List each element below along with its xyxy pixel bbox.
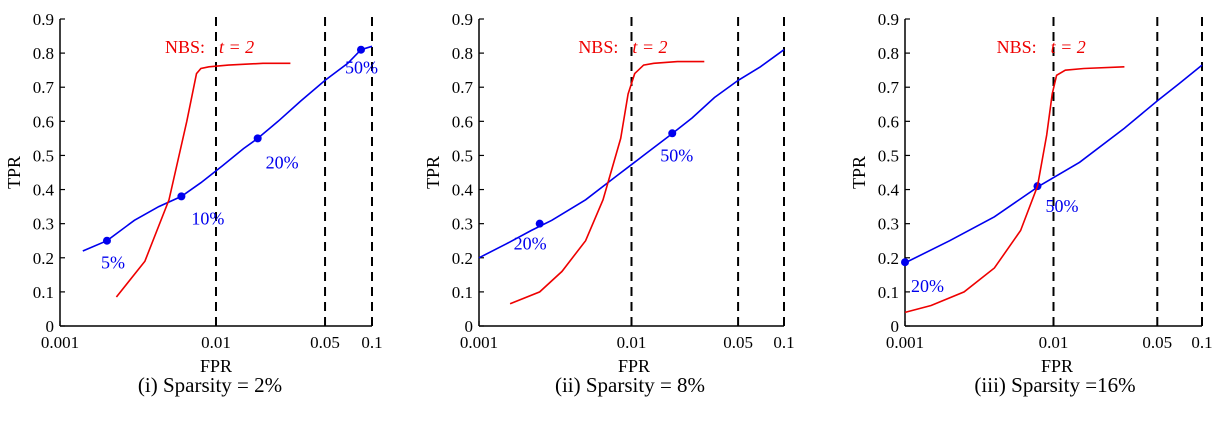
x-axis-label: FPR bbox=[1041, 356, 1073, 376]
x-tick-label: 0.05 bbox=[723, 333, 753, 352]
data-point-label: 5% bbox=[101, 253, 125, 273]
y-tick-label: 0.9 bbox=[878, 10, 899, 29]
red-nbs-curve bbox=[115, 62, 291, 298]
chart-panel-3: 0 0.1 0.2 0.3 0.4 0.5 0.6 0.7 0.8 0.9 0.001 0.01 0.0… bbox=[849, 10, 1213, 397]
y-axis-label: TPR bbox=[423, 156, 443, 189]
y-tick-label: 0.3 bbox=[452, 215, 473, 234]
y-axis-label: TPR bbox=[849, 156, 869, 189]
y-tick-label: 0.5 bbox=[452, 146, 473, 165]
x-tick-label: 0.1 bbox=[773, 333, 794, 352]
y-tick-label: 0.5 bbox=[878, 146, 899, 165]
x-tick-label: 0.01 bbox=[201, 333, 231, 352]
data-point-label: 20% bbox=[266, 152, 299, 172]
data-point-label: 10% bbox=[191, 208, 224, 228]
blue-curve bbox=[478, 49, 785, 259]
data-point-label: 50% bbox=[345, 58, 378, 78]
y-tick-label: 0.3 bbox=[33, 215, 54, 234]
data-point-marker bbox=[668, 129, 677, 138]
x-tick-label: 0.1 bbox=[1191, 333, 1212, 352]
nbs-annotation-threshold: t = 2 bbox=[219, 37, 254, 57]
data-point-marker bbox=[901, 258, 909, 267]
data-point-marker bbox=[177, 192, 186, 201]
nbs-annotation-threshold: t = 2 bbox=[632, 37, 667, 57]
x-tick-label: 0.01 bbox=[617, 333, 647, 352]
blue-curve bbox=[82, 45, 373, 252]
data-point-label: 20% bbox=[514, 234, 547, 254]
chart-panel-2: 0 0.1 0.2 0.3 0.4 0.5 0.6 0.7 0.8 0.9 0.001 0.01 0.0… bbox=[423, 10, 795, 397]
y-tick-label: 0.1 bbox=[452, 283, 473, 302]
nbs-annotation-prefix: NBS: bbox=[578, 37, 618, 57]
x-tick-label: 0.05 bbox=[1142, 333, 1172, 352]
y-tick-label: 0 bbox=[465, 317, 474, 336]
x-tick-label: 0.001 bbox=[886, 333, 924, 352]
y-tick-label: 0.9 bbox=[33, 10, 54, 29]
y-tick-label: 0.1 bbox=[33, 283, 54, 302]
y-tick-label: 0.7 bbox=[33, 78, 55, 97]
x-tick-label: 0.1 bbox=[361, 333, 382, 352]
nbs-annotation-threshold: t = 2 bbox=[1051, 37, 1086, 57]
data-point-label: 50% bbox=[660, 145, 693, 165]
y-tick-label: 0.4 bbox=[452, 181, 474, 200]
data-point-marker bbox=[535, 219, 544, 228]
y-tick-label: 0.8 bbox=[452, 44, 473, 63]
y-tick-label: 0.7 bbox=[878, 78, 900, 97]
data-point-marker bbox=[102, 236, 111, 245]
panel-caption: (ii) Sparsity = 8% bbox=[555, 373, 705, 397]
data-point-label: 20% bbox=[911, 276, 944, 296]
y-tick-label: 0.6 bbox=[452, 112, 473, 131]
y-tick-label: 0 bbox=[891, 317, 900, 336]
x-tick-label: 0.05 bbox=[310, 333, 340, 352]
y-tick-label: 0.8 bbox=[878, 44, 899, 63]
panel-caption: (i) Sparsity = 2% bbox=[138, 373, 282, 397]
y-tick-label: 0.2 bbox=[878, 249, 899, 268]
y-tick-label: 0.7 bbox=[452, 78, 474, 97]
y-tick-label: 0.8 bbox=[33, 44, 54, 63]
x-tick-label: 0.001 bbox=[460, 333, 498, 352]
red-nbs-curve bbox=[904, 66, 1125, 314]
y-tick-label: 0.6 bbox=[878, 112, 899, 131]
x-axis-label: FPR bbox=[618, 356, 650, 376]
x-tick-label: 0.001 bbox=[41, 333, 79, 352]
y-tick-label: 0.3 bbox=[878, 215, 899, 234]
red-nbs-curve bbox=[509, 60, 705, 305]
nbs-annotation-prefix: NBS: bbox=[997, 37, 1037, 57]
y-tick-label: 0.1 bbox=[878, 283, 899, 302]
y-tick-label: 0.2 bbox=[452, 249, 473, 268]
y-tick-label: 0.4 bbox=[878, 181, 900, 200]
y-tick-label: 0.4 bbox=[33, 181, 55, 200]
y-tick-label: 0.5 bbox=[33, 146, 54, 165]
x-tick-label: 0.01 bbox=[1039, 333, 1069, 352]
data-point-label: 50% bbox=[1045, 196, 1078, 216]
panel-caption: (iii) Sparsity =16% bbox=[974, 373, 1135, 397]
y-tick-label: 0.2 bbox=[33, 249, 54, 268]
y-axis-label: TPR bbox=[4, 156, 24, 189]
y-tick-label: 0.9 bbox=[452, 10, 473, 29]
data-point-marker bbox=[356, 45, 365, 54]
data-point-marker bbox=[253, 134, 262, 143]
x-axis-label: FPR bbox=[200, 356, 232, 376]
nbs-annotation-prefix: NBS: bbox=[165, 37, 205, 57]
blue-curve bbox=[904, 64, 1203, 264]
y-tick-label: 0 bbox=[46, 317, 55, 336]
chart-panel-1: 0 0.1 0.2 0.3 0.4 0.5 0.6 0.7 0.8 0.9 0.001 0.01 0.0… bbox=[4, 10, 383, 397]
y-tick-label: 0.6 bbox=[33, 112, 54, 131]
